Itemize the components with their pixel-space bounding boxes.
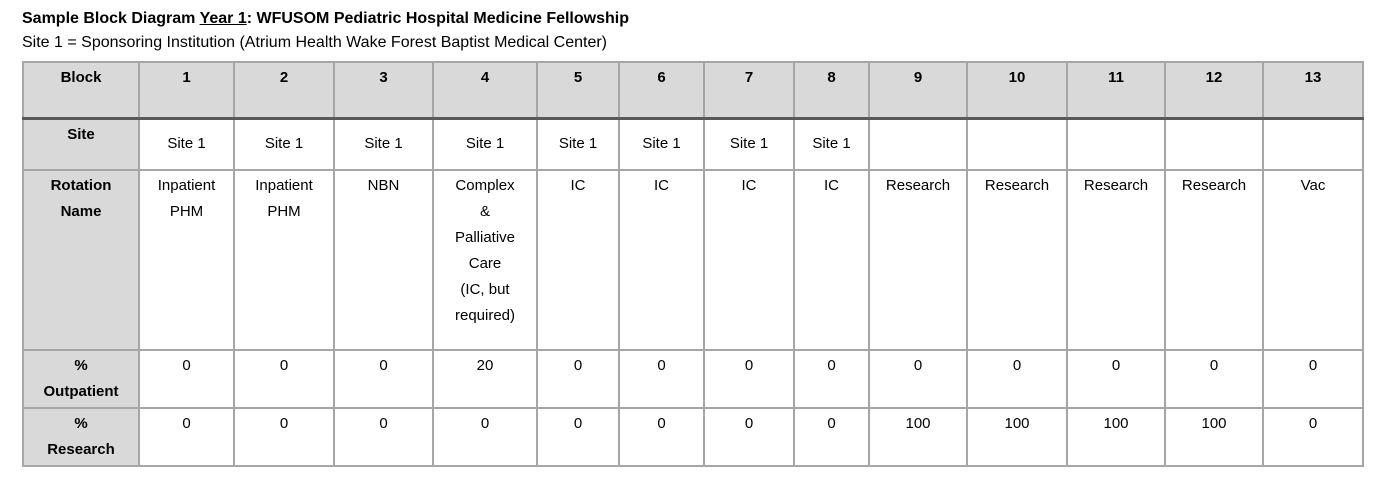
pct-research-value: 100	[868, 407, 968, 467]
block-number-header: 7	[703, 61, 795, 120]
pct-outpatient-value: 0	[1262, 349, 1364, 409]
pct-research-value: 100	[1164, 407, 1264, 467]
pct-outpatient-value: 0	[138, 349, 235, 409]
block-number-header: 8	[793, 61, 870, 120]
table-row-block-header: Block 1 2 3 4 5 6 7 8 9 10 11 12 13	[22, 61, 1364, 120]
site-value: Site 1	[333, 117, 434, 171]
pct-outpatient-value: 0	[793, 349, 870, 409]
site-value: Site 1	[432, 117, 538, 171]
pct-outpatient-value: 0	[536, 349, 620, 409]
pct-research-value: 0	[793, 407, 870, 467]
document-title-prefix: Sample Block Diagram	[22, 10, 200, 27]
pct-outpatient-value: 0	[1066, 349, 1166, 409]
block-number-header: 10	[966, 61, 1068, 120]
pct-research-value: 100	[966, 407, 1068, 467]
rotation-name-value: Research	[966, 169, 1068, 351]
site-row-label: Site	[22, 117, 140, 171]
rotation-name-value: Vac	[1262, 169, 1364, 351]
rotation-name-value: IC	[536, 169, 620, 351]
rotation-name-value: Inpatient PHM	[138, 169, 235, 351]
site-value: Site 1	[618, 117, 705, 171]
site-value: Site 1	[703, 117, 795, 171]
document-subtitle: Site 1 = Sponsoring Institution (Atrium …	[22, 34, 607, 51]
pct-outpatient-value: 0	[233, 349, 335, 409]
pct-research-value: 0	[618, 407, 705, 467]
site-value	[1164, 117, 1264, 171]
table-row-pct-research: % Research 0 0 0 0 0 0 0 0 100 100 100 1…	[22, 407, 1364, 467]
site-value	[1066, 117, 1166, 171]
pct-outpatient-value: 20	[432, 349, 538, 409]
table-row-site: Site Site 1 Site 1 Site 1 Site 1 Site 1 …	[22, 117, 1364, 171]
rotation-name-value: Research	[868, 169, 968, 351]
table-row-pct-outpatient: % Outpatient 0 0 0 20 0 0 0 0 0 0 0 0 0	[22, 349, 1364, 409]
rotation-row-label: Rotation Name	[22, 169, 140, 351]
pct-outpatient-value: 0	[1164, 349, 1264, 409]
pct-research-value: 0	[1262, 407, 1364, 467]
pct-outpatient-value: 0	[966, 349, 1068, 409]
pct-research-value: 0	[536, 407, 620, 467]
block-number-header: 13	[1262, 61, 1364, 120]
document-title-year: Year 1	[199, 10, 247, 27]
block-number-header: 9	[868, 61, 968, 120]
pct-outpatient-value: 0	[333, 349, 434, 409]
pct-research-row-label: % Research	[22, 407, 140, 467]
block-number-header: 12	[1164, 61, 1264, 120]
pct-research-value: 0	[333, 407, 434, 467]
block-number-header: 1	[138, 61, 235, 120]
pct-research-value: 0	[138, 407, 235, 467]
pct-outpatient-row-label: % Outpatient	[22, 349, 140, 409]
site-value: Site 1	[536, 117, 620, 171]
rotation-name-value: Research	[1066, 169, 1166, 351]
block-number-header: 3	[333, 61, 434, 120]
pct-research-value: 0	[233, 407, 335, 467]
rotation-name-value: IC	[703, 169, 795, 351]
site-value: Site 1	[233, 117, 335, 171]
rotation-name-value: IC	[618, 169, 705, 351]
pct-outpatient-value: 0	[618, 349, 705, 409]
rotation-name-value: NBN	[333, 169, 434, 351]
document-title-suffix: : WFUSOM Pediatric Hospital Medicine Fel…	[246, 10, 629, 27]
block-number-header: 2	[233, 61, 335, 120]
document-title: Sample Block Diagram Year 1: WFUSOM Pedi…	[22, 7, 1389, 31]
block-diagram-table: Block 1 2 3 4 5 6 7 8 9 10 11 12 13 Site…	[22, 61, 1364, 467]
rotation-name-value: Inpatient PHM	[233, 169, 335, 351]
site-value	[966, 117, 1068, 171]
pct-research-value: 0	[703, 407, 795, 467]
pct-outpatient-value: 0	[868, 349, 968, 409]
site-value	[868, 117, 968, 171]
table-row-rotation-name: Rotation Name Inpatient PHM Inpatient PH…	[22, 169, 1364, 351]
block-number-header: 4	[432, 61, 538, 120]
block-number-header: 5	[536, 61, 620, 120]
pct-research-value: 0	[432, 407, 538, 467]
site-value	[1262, 117, 1364, 171]
rotation-name-value: IC	[793, 169, 870, 351]
rotation-name-value: Complex & Palliative Care (IC, but requi…	[432, 169, 538, 351]
site-value: Site 1	[138, 117, 235, 171]
pct-outpatient-value: 0	[703, 349, 795, 409]
rotation-name-value: Research	[1164, 169, 1264, 351]
block-number-header: 11	[1066, 61, 1166, 120]
block-corner-label: Block	[22, 61, 140, 120]
pct-research-value: 100	[1066, 407, 1166, 467]
site-value: Site 1	[793, 117, 870, 171]
block-number-header: 6	[618, 61, 705, 120]
